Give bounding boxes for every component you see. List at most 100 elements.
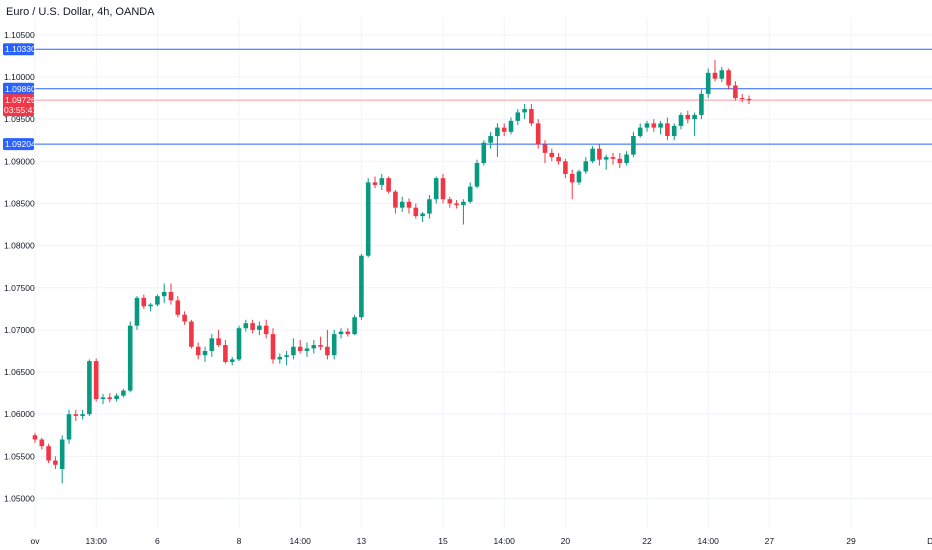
- x-tick-label: 15: [438, 536, 448, 546]
- candle-body: [195, 346, 201, 356]
- candle-body: [331, 334, 337, 356]
- candle-body: [576, 171, 582, 183]
- candle-body: [134, 297, 140, 326]
- candle-body: [481, 142, 487, 163]
- candle-body: [583, 161, 589, 172]
- candle-body: [508, 120, 514, 132]
- candle-body: [345, 331, 351, 335]
- bar-countdown-label: 03:55:41: [4, 105, 37, 115]
- x-tick-label: 6: [155, 536, 160, 546]
- candle-body: [93, 361, 99, 400]
- candle-body: [501, 127, 507, 132]
- candle-body: [515, 112, 521, 121]
- candle-body: [263, 325, 269, 335]
- candle-body: [161, 291, 167, 297]
- candle-body: [433, 178, 439, 200]
- x-tick-label: 22: [642, 536, 652, 546]
- candle-body: [121, 390, 126, 396]
- candle-body: [175, 300, 181, 315]
- grid-layer: [34, 18, 932, 528]
- candle-body: [257, 325, 262, 330]
- price-level-tag: [3, 82, 34, 95]
- candle-body: [678, 114, 684, 126]
- candle-body: [229, 359, 235, 362]
- candle-body: [671, 125, 677, 137]
- y-tick-label: 1.06000: [4, 409, 35, 419]
- candle-body: [277, 356, 283, 360]
- candle-body: [114, 395, 119, 400]
- y-tick-label: 1.07500: [4, 283, 35, 293]
- chart-title: Euro / U.S. Dollar, 4h, OANDA: [6, 6, 155, 18]
- candle-body: [474, 162, 480, 187]
- candle-body: [719, 70, 725, 79]
- candle-body: [597, 148, 602, 160]
- candle-body: [250, 323, 255, 330]
- candle-body: [141, 297, 147, 307]
- candle-body: [399, 201, 405, 208]
- candles-layer: [32, 60, 752, 484]
- y-axis: 1.05000 1.05500 1.06000 1.06500 1.07000 1.075…: [4, 30, 35, 504]
- x-tick-label: 14:00: [494, 536, 516, 546]
- candle-body: [705, 72, 711, 94]
- candle-body: [631, 136, 636, 155]
- candle-body: [202, 350, 208, 356]
- candle-body: [393, 191, 398, 208]
- candle-body: [168, 291, 174, 301]
- price-level-tag-label: 1.09204: [5, 139, 36, 149]
- candle-body: [352, 317, 357, 335]
- candle-body: [699, 93, 704, 115]
- horizontal-lines-layer: [34, 48, 932, 145]
- candle-body: [365, 182, 371, 256]
- candle-body: [420, 213, 425, 217]
- x-tick-label: 14:00: [698, 536, 720, 546]
- candle-body: [651, 123, 657, 128]
- candle-body: [549, 152, 555, 158]
- candle-body: [73, 414, 79, 416]
- candle-body: [100, 397, 106, 400]
- candle-body: [304, 348, 310, 351]
- candle-body: [617, 158, 623, 163]
- candle-body: [223, 345, 228, 362]
- candle-body: [726, 70, 731, 86]
- x-tick-label: ov: [31, 536, 41, 546]
- candle-body: [53, 460, 58, 465]
- candle-body: [535, 123, 541, 145]
- y-tick-label: 1.08500: [4, 198, 35, 208]
- candle-body: [644, 123, 650, 128]
- candle-body: [66, 414, 72, 440]
- x-tick-label: De: [927, 536, 932, 546]
- y-tick-label: 1.09000: [4, 156, 35, 166]
- candle-body: [665, 123, 670, 137]
- candle-body: [311, 345, 317, 349]
- candle-body: [454, 203, 459, 206]
- candle-body: [542, 144, 548, 153]
- candle-body: [447, 199, 453, 204]
- candle-body: [59, 439, 65, 469]
- candle-body: [87, 361, 92, 415]
- candle-body: [563, 161, 568, 174]
- price-level-tag: [3, 138, 34, 151]
- last-price-label: 1.09726: [5, 95, 36, 105]
- candle-body: [32, 435, 38, 440]
- candle-body: [338, 331, 344, 335]
- candle-body: [413, 207, 419, 217]
- candle-body: [297, 346, 303, 351]
- price-level-tag-label: 1.10330: [5, 44, 36, 54]
- candle-body: [291, 346, 296, 356]
- candle-body: [80, 414, 85, 416]
- candle-body: [624, 154, 629, 163]
- x-tick-label: 13: [357, 536, 367, 546]
- candle-body: [440, 178, 446, 200]
- candle-body: [610, 157, 616, 159]
- y-tick-label: 1.05000: [4, 493, 35, 503]
- x-tick-label: 27: [765, 536, 775, 546]
- candle-body: [692, 114, 697, 120]
- y-tick-label: 1.09500: [4, 114, 35, 124]
- candle-body: [325, 346, 330, 356]
- x-axis: ov 13:00 6 8 14:00 13 15 14:00 20 22 14:00 27 29 De: [31, 536, 932, 546]
- candle-body: [461, 201, 466, 206]
- candle-body: [685, 114, 691, 120]
- candle-body: [406, 201, 412, 208]
